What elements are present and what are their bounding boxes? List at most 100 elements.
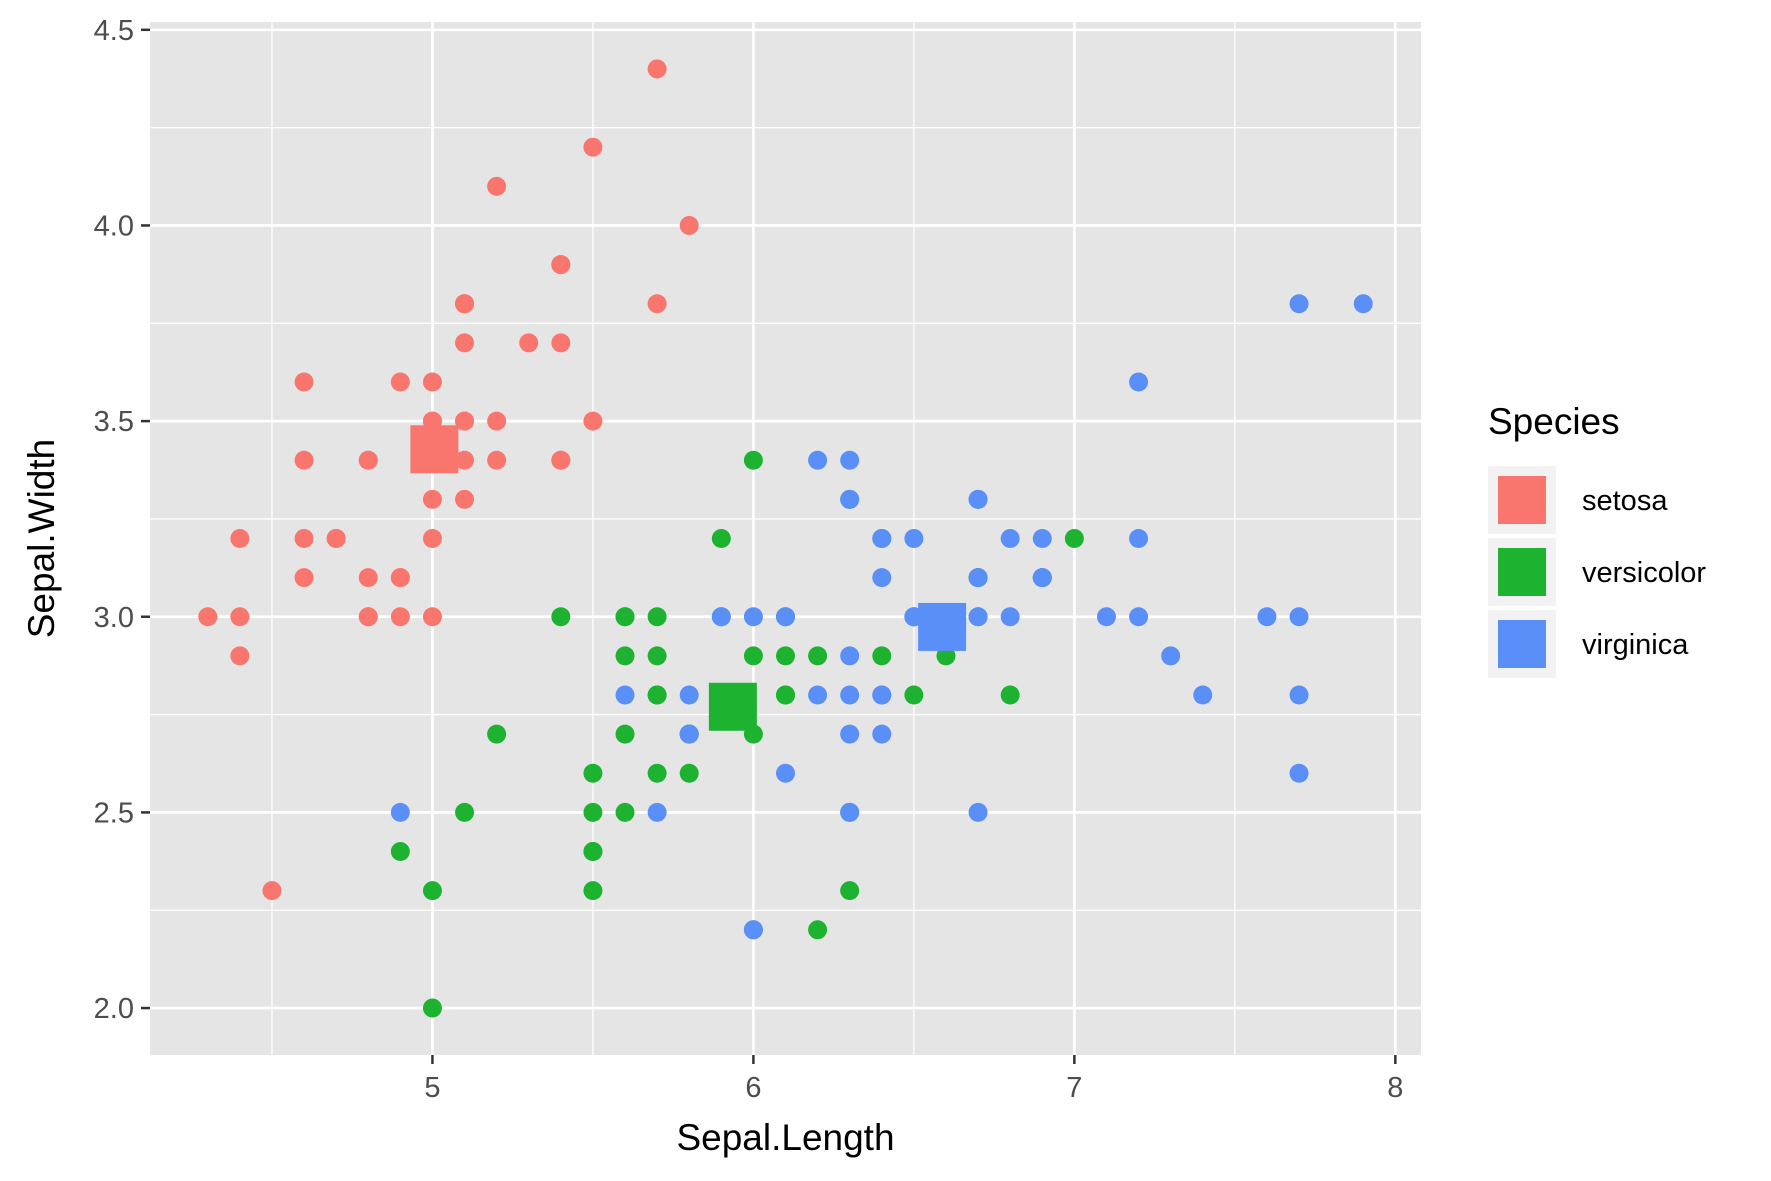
data-point-virginica xyxy=(1032,568,1052,588)
data-point-virginica xyxy=(840,646,860,666)
data-point-setosa xyxy=(455,489,475,509)
data-point-virginica xyxy=(1161,646,1181,666)
data-point-versicolor xyxy=(808,646,828,666)
data-point-versicolor xyxy=(615,724,635,744)
data-point-setosa xyxy=(487,411,507,431)
data-point-virginica xyxy=(840,802,860,822)
data-point-versicolor xyxy=(615,802,635,822)
data-point-setosa xyxy=(390,372,410,392)
data-point-virginica xyxy=(615,685,635,705)
data-point-setosa xyxy=(262,881,282,901)
y-tick-label: 4.0 xyxy=(94,210,134,242)
centroid-markers xyxy=(410,425,967,731)
data-point-virginica xyxy=(808,450,828,470)
data-point-setosa xyxy=(551,333,571,353)
data-point-virginica xyxy=(840,724,860,744)
data-point-virginica xyxy=(808,685,828,705)
data-point-virginica xyxy=(968,802,988,822)
data-point-versicolor xyxy=(422,998,442,1018)
data-point-versicolor xyxy=(711,529,731,548)
data-point-virginica xyxy=(872,568,892,588)
data-point-virginica xyxy=(872,724,892,744)
legend-items: setosa versicolor virginica xyxy=(1488,466,1706,678)
x-tick-label: 5 xyxy=(424,1072,440,1104)
data-point-virginica xyxy=(776,763,795,783)
data-point-virginica xyxy=(743,920,763,940)
data-point-setosa xyxy=(519,333,539,353)
legend-swatch-virginica xyxy=(1498,620,1546,668)
y-tick-label: 4.5 xyxy=(94,15,134,47)
data-point-virginica xyxy=(390,802,410,822)
y-tick-label: 2.5 xyxy=(94,797,134,829)
data-point-versicolor xyxy=(679,763,699,783)
data-point-versicolor xyxy=(776,646,795,666)
legend-swatch-versicolor xyxy=(1498,548,1546,596)
data-point-setosa xyxy=(294,529,314,548)
data-point-setosa xyxy=(326,529,346,548)
data-point-virginica xyxy=(679,724,699,744)
data-point-virginica xyxy=(872,685,892,705)
data-point-virginica xyxy=(1353,294,1373,314)
data-point-virginica xyxy=(743,607,763,627)
data-point-virginica xyxy=(968,607,988,627)
y-axis-title: Sepal.Width xyxy=(21,439,62,639)
data-point-virginica xyxy=(1289,763,1309,783)
data-point-versicolor xyxy=(840,881,860,901)
x-axis-title: Sepal.Length xyxy=(676,1117,894,1158)
data-point-setosa xyxy=(358,568,378,588)
data-point-virginica xyxy=(968,568,988,588)
legend-label-setosa: setosa xyxy=(1582,485,1668,517)
data-point-setosa xyxy=(294,568,314,588)
data-point-versicolor xyxy=(647,646,667,666)
data-point-versicolor xyxy=(743,646,763,666)
data-point-setosa xyxy=(551,450,571,470)
data-point-setosa xyxy=(679,215,699,235)
data-point-versicolor xyxy=(615,646,635,666)
data-point-versicolor xyxy=(776,685,795,705)
data-point-setosa xyxy=(487,176,507,196)
data-point-virginica xyxy=(1289,607,1309,627)
data-point-versicolor xyxy=(551,607,571,627)
data-point-setosa xyxy=(390,607,410,627)
data-point-setosa xyxy=(551,255,571,275)
data-point-versicolor xyxy=(647,685,667,705)
legend-label-virginica: virginica xyxy=(1582,629,1689,661)
data-point-virginica xyxy=(647,802,667,822)
data-point-virginica xyxy=(1129,529,1149,548)
data-point-versicolor xyxy=(743,450,763,470)
centroid-marker-setosa xyxy=(410,425,459,474)
legend-title: Species xyxy=(1488,401,1620,442)
data-point-versicolor xyxy=(808,920,828,940)
data-point-versicolor xyxy=(583,763,603,783)
data-point-versicolor xyxy=(455,802,475,822)
data-point-setosa xyxy=(583,411,603,431)
centroid-marker-versicolor xyxy=(708,682,757,731)
y-axis: 2.0 2.5 3.0 3.5 4.0 4.5 xyxy=(94,15,150,1025)
data-point-versicolor xyxy=(422,881,442,901)
y-tick-label: 3.0 xyxy=(94,602,134,634)
data-point-virginica xyxy=(1289,685,1309,705)
x-tick-label: 7 xyxy=(1066,1072,1082,1104)
x-tick-label: 6 xyxy=(745,1072,761,1104)
legend-label-versicolor: versicolor xyxy=(1582,557,1706,589)
data-point-virginica xyxy=(1000,607,1020,627)
data-point-virginica xyxy=(1257,607,1277,627)
y-tick-label: 2.0 xyxy=(94,993,134,1025)
data-point-virginica xyxy=(711,607,731,627)
y-tick-label: 3.5 xyxy=(94,406,134,438)
data-point-setosa xyxy=(422,529,442,548)
data-point-setosa xyxy=(358,607,378,627)
data-point-versicolor xyxy=(904,685,924,705)
data-point-setosa xyxy=(455,294,475,314)
data-point-versicolor xyxy=(390,842,410,862)
data-point-versicolor xyxy=(647,763,667,783)
data-point-setosa xyxy=(198,607,218,627)
data-point-virginica xyxy=(1289,294,1309,314)
data-point-virginica xyxy=(872,529,892,548)
data-point-virginica xyxy=(1129,372,1149,392)
data-point-virginica xyxy=(1032,529,1052,548)
legend-swatch-setosa xyxy=(1498,476,1546,524)
data-point-virginica xyxy=(968,489,988,509)
data-point-versicolor xyxy=(487,724,507,744)
